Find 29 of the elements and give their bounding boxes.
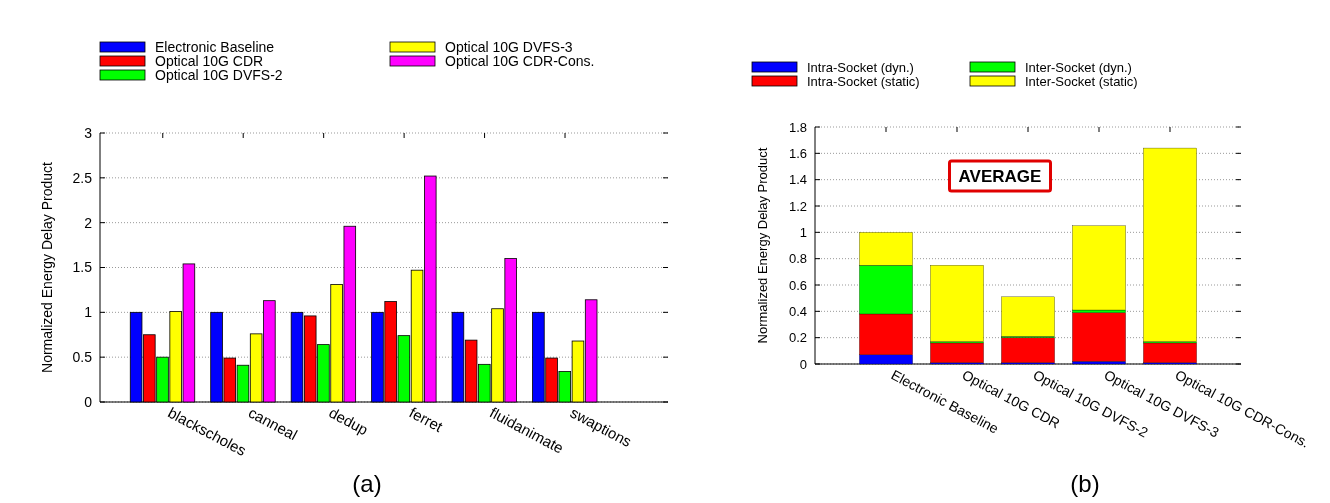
- y-tick-label: 3: [84, 124, 93, 141]
- legend-label: Optical 10G DVFS-2: [155, 66, 283, 83]
- text: (a): [352, 470, 382, 497]
- legend-label: Optical 10G CDR-Cons.: [445, 52, 595, 69]
- legend-label: Optical 10G CDR: [155, 52, 264, 69]
- legend-label: Optical 10G DVFS-3: [445, 38, 573, 55]
- text: (b): [1070, 470, 1100, 497]
- y-tick-label: 1.5: [72, 259, 93, 276]
- y-axis-title: Normalized Energy Delay Product: [39, 161, 55, 373]
- y-tick-label: 2: [84, 214, 93, 231]
- y-tick-label: 1: [799, 224, 807, 240]
- y-tick-label: 0.5: [72, 349, 93, 366]
- legend-label: Electronic Baseline: [155, 38, 275, 55]
- y-tick-label: 2.5: [72, 169, 93, 186]
- y-tick-label: 0: [84, 393, 93, 410]
- y-tick-label: 0.6: [788, 277, 807, 293]
- y-tick-label: 1.4: [788, 172, 807, 188]
- legend-label: Intra-Socket (dyn.): [807, 59, 914, 75]
- y-tick-label: 1.6: [788, 145, 807, 161]
- y-tick-label: 0.8: [788, 251, 807, 267]
- y-tick-label: 0: [799, 356, 807, 372]
- legend-label: Inter-Socket (dyn.): [1025, 59, 1132, 75]
- y-tick-label: 1.8: [788, 119, 807, 135]
- y-axis-title: Normalized Energy Delay Product: [755, 147, 770, 344]
- y-tick-label: 0.2: [788, 330, 807, 346]
- y-tick-label: 1: [84, 304, 93, 321]
- annotation: AVERAGE: [958, 166, 1042, 186]
- y-tick-label: 0.4: [788, 303, 807, 319]
- y-tick-label: 1.2: [788, 198, 807, 214]
